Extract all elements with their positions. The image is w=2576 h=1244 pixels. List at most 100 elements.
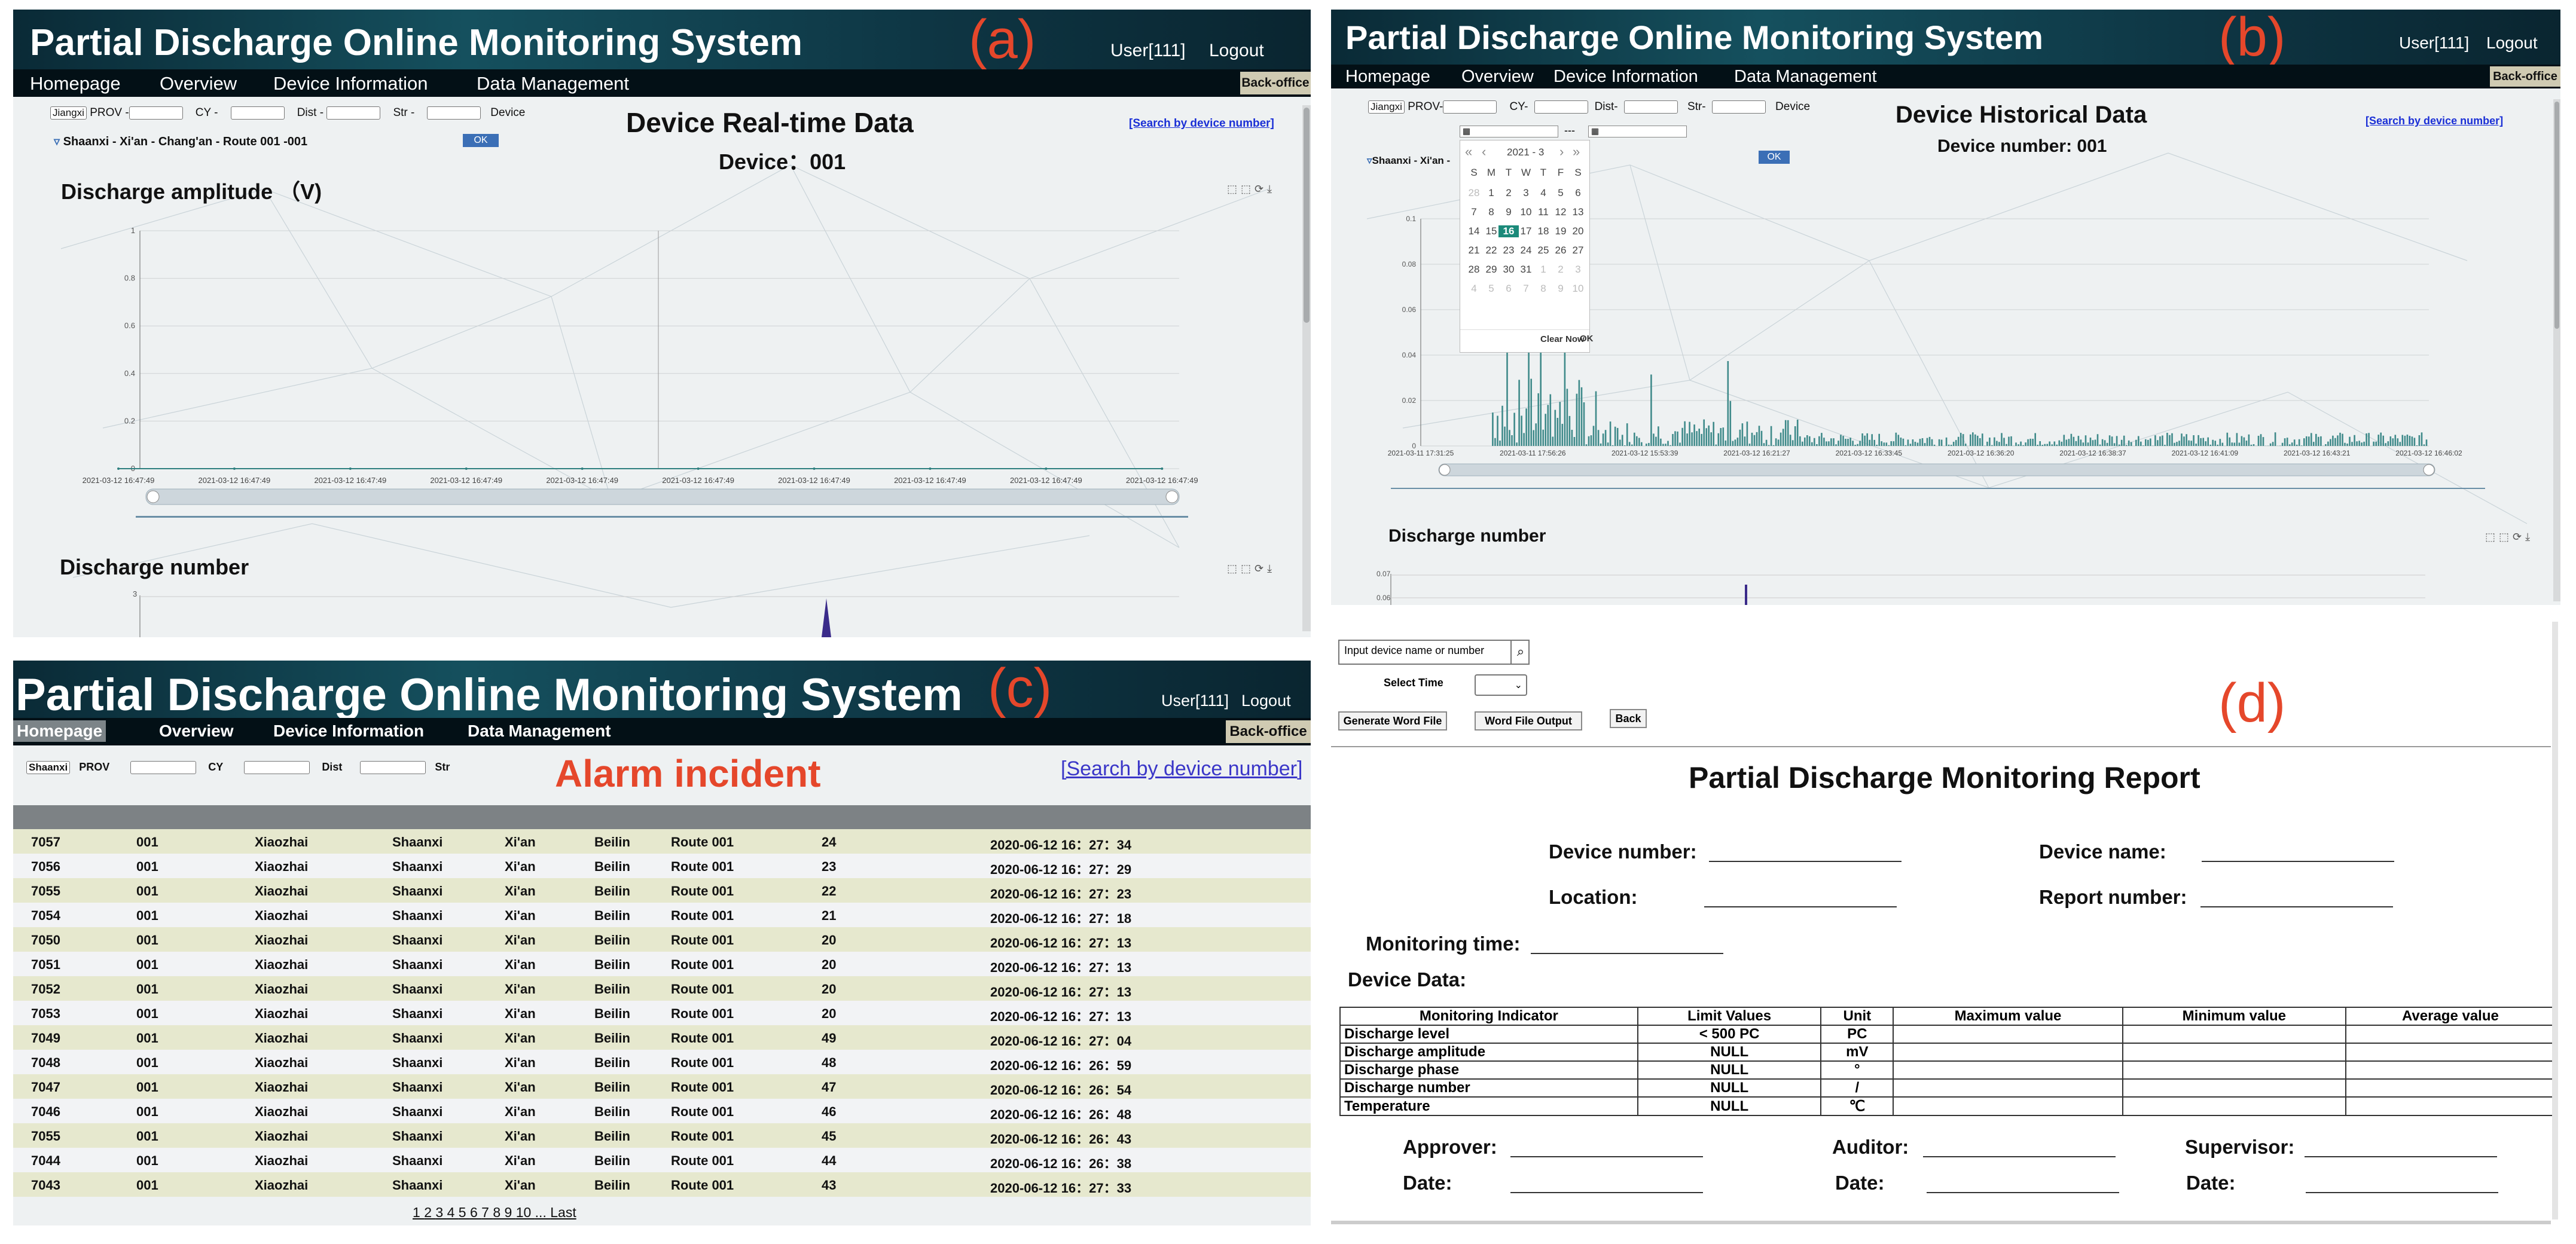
nav-device-information[interactable]: Device Information <box>1553 67 1698 86</box>
end-date-input[interactable]: ▦ <box>1588 126 1687 137</box>
logout-link[interactable]: Logout <box>1241 692 1291 710</box>
table-row[interactable]: 7052 001 Xiaozhai Shaanxi Xi'an Beilin Route 0… <box>13 976 1311 1001</box>
table-row[interactable]: 7055 001 Xiaozhai Shaanxi Xi'an Beilin Route 0… <box>13 1123 1311 1148</box>
calendar-day[interactable]: 31 <box>1520 264 1532 275</box>
monitoring-time-field[interactable] <box>1531 953 1723 954</box>
nav-data-management[interactable]: Data Management <box>468 722 611 740</box>
province-select[interactable]: Shaanxi <box>26 761 71 775</box>
page-link[interactable]: 9 <box>504 1205 516 1220</box>
page-link[interactable]: 8 <box>493 1205 505 1220</box>
date-picker-popup[interactable]: « ‹ 2021 - 3 › » S M T W T F S 28 1 2 3 4 5 6 7 8 9 10 11 1… <box>1460 140 1590 353</box>
calendar-day[interactable]: 29 <box>1485 264 1497 275</box>
str-select[interactable] <box>427 106 481 120</box>
calendar-day[interactable]: 22 <box>1485 244 1497 256</box>
supervisor-date-field[interactable] <box>2306 1192 2498 1193</box>
dist-select[interactable] <box>1624 100 1678 114</box>
prov-select[interactable] <box>130 761 197 775</box>
cy-select[interactable] <box>1534 100 1588 114</box>
time-select[interactable]: ⌄ <box>1475 674 1527 696</box>
calendar-day[interactable]: 8 <box>1488 206 1494 218</box>
user-link[interactable]: User[111] <box>2399 33 2470 52</box>
calendar-day[interactable]: 6 <box>1506 283 1512 294</box>
search-by-device-link[interactable]: [Search by device number] <box>1129 117 1274 130</box>
calendar-day[interactable]: 18 <box>1537 225 1549 237</box>
prov-select[interactable] <box>129 106 183 120</box>
table-row[interactable]: 7053 001 Xiaozhai Shaanxi Xi'an Beilin Route 0… <box>13 1001 1311 1025</box>
page-link[interactable]: 3 <box>435 1205 447 1220</box>
calendar-day[interactable]: 7 <box>1523 283 1529 294</box>
user-link[interactable]: User[111] <box>1161 692 1229 710</box>
table-row[interactable]: 7051 001 Xiaozhai Shaanxi Xi'an Beilin Route 0… <box>13 952 1311 976</box>
start-date-input[interactable]: ▦ <box>1460 126 1558 137</box>
calendar-day[interactable]: 10 <box>1520 206 1532 218</box>
prev-month-icon[interactable]: ‹ <box>1482 144 1487 159</box>
calendar-day[interactable]: 14 <box>1468 225 1480 237</box>
page-link[interactable]: 10 <box>515 1205 535 1220</box>
calendar-day[interactable]: 28 <box>1468 264 1480 275</box>
calendar-day[interactable]: 1 <box>1540 264 1546 275</box>
prov-select[interactable] <box>1443 100 1497 114</box>
calendar-day[interactable]: 20 <box>1572 225 1584 237</box>
calendar-day[interactable]: 30 <box>1503 264 1515 275</box>
ok-button[interactable]: OK <box>463 134 499 147</box>
location-field[interactable] <box>1704 906 1897 907</box>
device-tree-item[interactable]: ▿ Shaanxi - Xi'an - Chang'an - Route 001… <box>54 134 307 149</box>
calendar-day[interactable]: 13 <box>1572 206 1584 218</box>
approver-field[interactable] <box>1510 1156 1703 1157</box>
device-tree-item[interactable]: ▿Shaanxi - Xi'an - <box>1367 155 1450 167</box>
nav-homepage[interactable]: Homepage <box>30 73 121 94</box>
back-office-button[interactable]: Back-office <box>1240 72 1311 94</box>
nav-data-management[interactable]: Data Management <box>477 73 630 94</box>
nav-overview[interactable]: Overview <box>160 73 237 94</box>
cy-select[interactable] <box>230 106 285 120</box>
back-office-button[interactable]: Back-office <box>1226 720 1311 743</box>
calendar-day[interactable]: 6 <box>1575 187 1581 198</box>
ok-button[interactable]: OK <box>1759 151 1790 164</box>
supervisor-field[interactable] <box>2305 1156 2497 1157</box>
calendar-day[interactable]: 2 <box>1506 187 1512 198</box>
calendar-day[interactable]: 16 <box>1498 225 1519 237</box>
page-link[interactable]: 6 <box>469 1205 482 1220</box>
calendar-day[interactable]: 28 <box>1468 187 1480 198</box>
calendar-day[interactable]: 25 <box>1537 244 1549 256</box>
scrollbar[interactable] <box>1302 105 1311 631</box>
next-year-icon[interactable]: » <box>1573 144 1580 159</box>
report-number-field[interactable] <box>2200 906 2393 907</box>
logout-link[interactable]: Logout <box>1209 41 1264 60</box>
auditor-date-field[interactable] <box>1927 1192 2119 1193</box>
nav-overview[interactable]: Overview <box>1461 67 1534 86</box>
table-row[interactable]: 7048 001 Xiaozhai Shaanxi Xi'an Beilin Route 0… <box>13 1050 1311 1074</box>
back-button[interactable]: Back <box>1610 709 1647 728</box>
calendar-day[interactable]: 15 <box>1485 225 1497 237</box>
search-icon[interactable]: ⌕ <box>1510 640 1530 665</box>
province-select[interactable]: Jiangxi <box>50 106 87 120</box>
word-output-button[interactable]: Word File Output <box>1475 711 1582 730</box>
prev-year-icon[interactable]: « <box>1465 144 1473 159</box>
table-row[interactable]: 7055 001 Xiaozhai Shaanxi Xi'an Beilin Route 0… <box>13 878 1311 903</box>
table-row[interactable]: 7056 001 Xiaozhai Shaanxi Xi'an Beilin Route 0… <box>13 854 1311 878</box>
nav-overview[interactable]: Overview <box>159 722 234 740</box>
nav-homepage[interactable]: Homepage <box>1345 67 1430 86</box>
calendar-day[interactable]: 10 <box>1572 283 1584 294</box>
calendar-day[interactable]: 27 <box>1572 244 1584 256</box>
logout-link[interactable]: Logout <box>2486 33 2538 52</box>
calendar-day[interactable]: 5 <box>1488 283 1494 294</box>
table-row[interactable]: 7050 001 Xiaozhai Shaanxi Xi'an Beilin Route 0… <box>13 927 1311 952</box>
table-row[interactable]: 7057 001 Xiaozhai Shaanxi Xi'an Beilin Route 0… <box>13 829 1311 854</box>
page-link[interactable]: ... <box>535 1205 551 1220</box>
calendar-day[interactable]: 1 <box>1488 187 1494 198</box>
vertical-scrollbar[interactable] <box>2552 622 2558 1219</box>
calendar-day[interactable]: 21 <box>1468 244 1480 256</box>
search-by-device-link[interactable]: [Search by device number] <box>2366 115 2504 127</box>
calendar-day[interactable]: 12 <box>1555 206 1567 218</box>
calendar-day[interactable]: 17 <box>1520 225 1532 237</box>
chart2-toolbox[interactable]: ⬚⬚⟳⤓ <box>2485 531 2534 543</box>
search-by-device-link[interactable]: [Search by device number] <box>1061 757 1303 780</box>
table-row[interactable]: 7049 001 Xiaozhai Shaanxi Xi'an Beilin Route 0… <box>13 1025 1311 1050</box>
nav-device-information[interactable]: Device Information <box>273 722 425 740</box>
str-select[interactable] <box>1712 100 1766 114</box>
calendar-ok-button[interactable]: OK <box>1580 334 1594 344</box>
device-name-field[interactable] <box>2202 861 2394 862</box>
nav-homepage[interactable]: Homepage <box>13 720 106 742</box>
user-link[interactable]: User[111] <box>1110 41 1186 60</box>
